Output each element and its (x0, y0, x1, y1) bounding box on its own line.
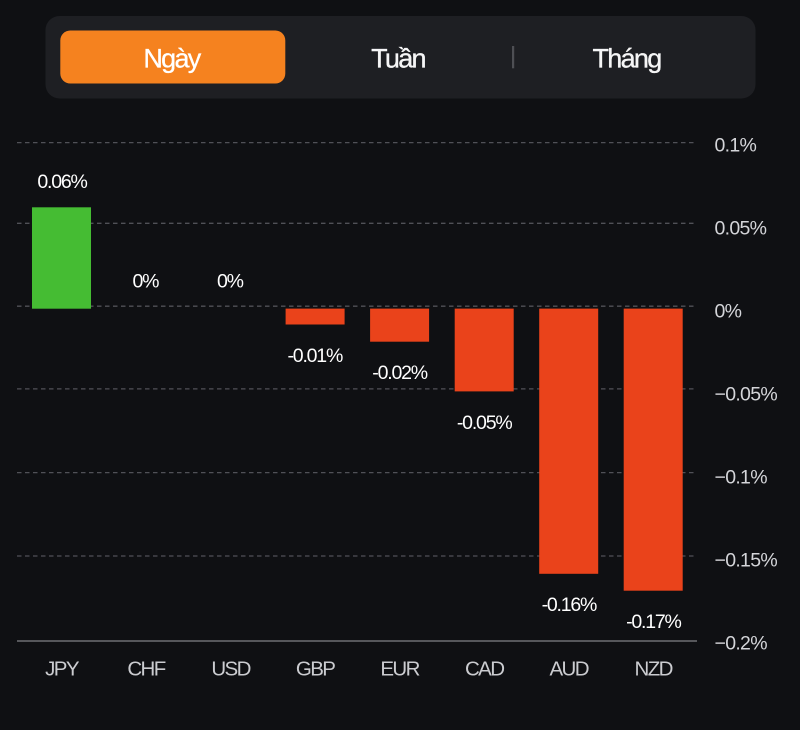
svg-text:USD: USD (211, 658, 250, 681)
svg-text:0%: 0% (217, 270, 244, 292)
svg-text:NZD: NZD (635, 658, 673, 681)
svg-text:0%: 0% (133, 270, 160, 292)
svg-text:−0.1%: −0.1% (715, 466, 768, 488)
svg-text:-0.17%: -0.17% (626, 611, 681, 633)
svg-text:Tuần: Tuần (371, 44, 425, 74)
svg-text:−0.2%: −0.2% (715, 632, 768, 654)
svg-text:0.05%: 0.05% (715, 217, 767, 239)
svg-text:AUD: AUD (549, 658, 588, 681)
svg-text:-0.02%: -0.02% (372, 362, 427, 384)
svg-text:−0.15%: −0.15% (715, 549, 778, 571)
svg-text:-0.16%: -0.16% (542, 594, 597, 616)
svg-text:−0.05%: −0.05% (715, 383, 778, 405)
svg-text:JPY: JPY (45, 658, 80, 681)
svg-text:Tháng: Tháng (592, 44, 661, 74)
svg-text:0%: 0% (715, 300, 742, 322)
svg-text:CHF: CHF (127, 658, 165, 681)
svg-text:0.06%: 0.06% (37, 171, 87, 193)
svg-text:-0.05%: -0.05% (457, 412, 512, 434)
svg-text:Ngày: Ngày (143, 44, 201, 74)
svg-text:CAD: CAD (465, 658, 504, 681)
svg-text:GBP: GBP (296, 658, 335, 681)
svg-text:EUR: EUR (380, 658, 419, 681)
svg-text:0.1%: 0.1% (715, 134, 757, 156)
svg-text:-0.01%: -0.01% (288, 345, 343, 367)
